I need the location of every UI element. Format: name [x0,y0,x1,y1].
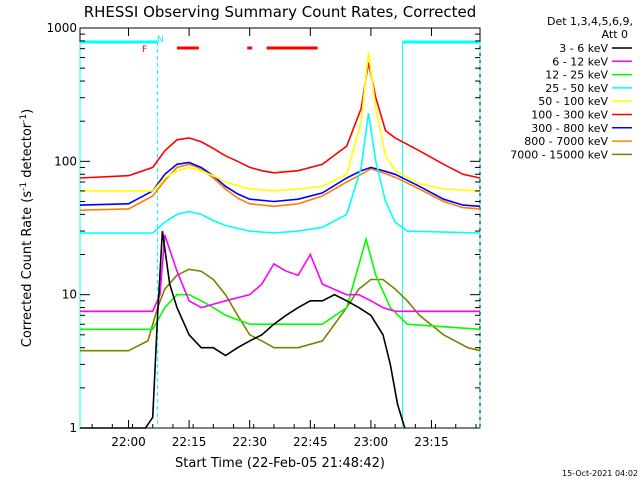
legend-label: 3 - 6 keV [559,42,608,55]
y-tick-label: 10 [62,288,77,302]
series-line-800-7000-kev [79,163,481,211]
plot-area: 22:00 22:15 22:30 22:45 23:00 23:15 1 10 100 100… [46,21,481,449]
x-tick-label: 22:15 [172,435,207,449]
y-axis-label-main: Corrected Count Rate (s [20,191,35,348]
series-line-3-6-kev [80,230,406,429]
y-tick-label: 1000 [46,21,77,35]
x-axis-ticks: 22:00 22:15 22:30 22:45 23:00 23:15 [91,28,477,449]
legend-header-line-2: Att 0 [602,28,628,41]
legend-label: 7000 - 15000 keV [510,148,608,161]
footer-date: 15-Oct-2021 04:02 [562,469,638,478]
legend-label: 6 - 12 keV [552,55,608,68]
legend-label: 800 - 7000 keV [524,135,608,148]
legend-label: 50 - 100 keV [538,95,608,108]
y-axis-label-sup2: -1 [19,114,29,123]
plot-frame [79,27,481,429]
x-tick-label: 22:30 [232,435,267,449]
series-line-50-100-kev [80,52,481,192]
x-tick-label: 23:15 [414,435,449,449]
series-line-7000-15000-kev [80,268,481,352]
chart-title: RHESSI Observing Summary Count Rates, Co… [84,3,477,21]
y-axis-label: Corrected Count Rate (s-1 detector-1) [19,109,35,347]
legend-label: 300 - 800 keV [531,122,608,135]
legend-label: 100 - 300 keV [531,109,608,122]
y-tick-label: 100 [54,154,77,168]
flag-label-f: F [142,45,147,55]
series-line-6-12-kev [80,234,480,313]
series-line-25-50-kev [80,112,481,234]
x-tick-label: 23:00 [354,435,389,449]
series-line-300-800-kev [79,161,481,208]
series-line-100-300-kev [79,62,481,179]
y-axis-ticks: 1 10 100 1000 [46,21,480,435]
y-axis-label-mid: detector [20,122,35,182]
y-tick-label: 1 [69,421,77,435]
y-axis-label-sup1: -1 [19,182,29,191]
x-axis-label: Start Time (22-Feb-05 21:48:42) [175,456,385,471]
legend-label: 12 - 25 keV [545,69,608,82]
series-line-12-25-kev [80,236,481,331]
y-axis-label-end: ) [20,109,35,114]
legend-header-line-1: Det 1,3,4,5,6,9, [547,15,633,28]
series-layer [79,52,481,429]
x-tick-label: 22:00 [111,435,146,449]
legend-label: 25 - 50 keV [545,82,608,95]
flag-layer [79,40,481,428]
flag-label-n: N [157,35,164,45]
x-tick-label: 22:45 [293,435,328,449]
